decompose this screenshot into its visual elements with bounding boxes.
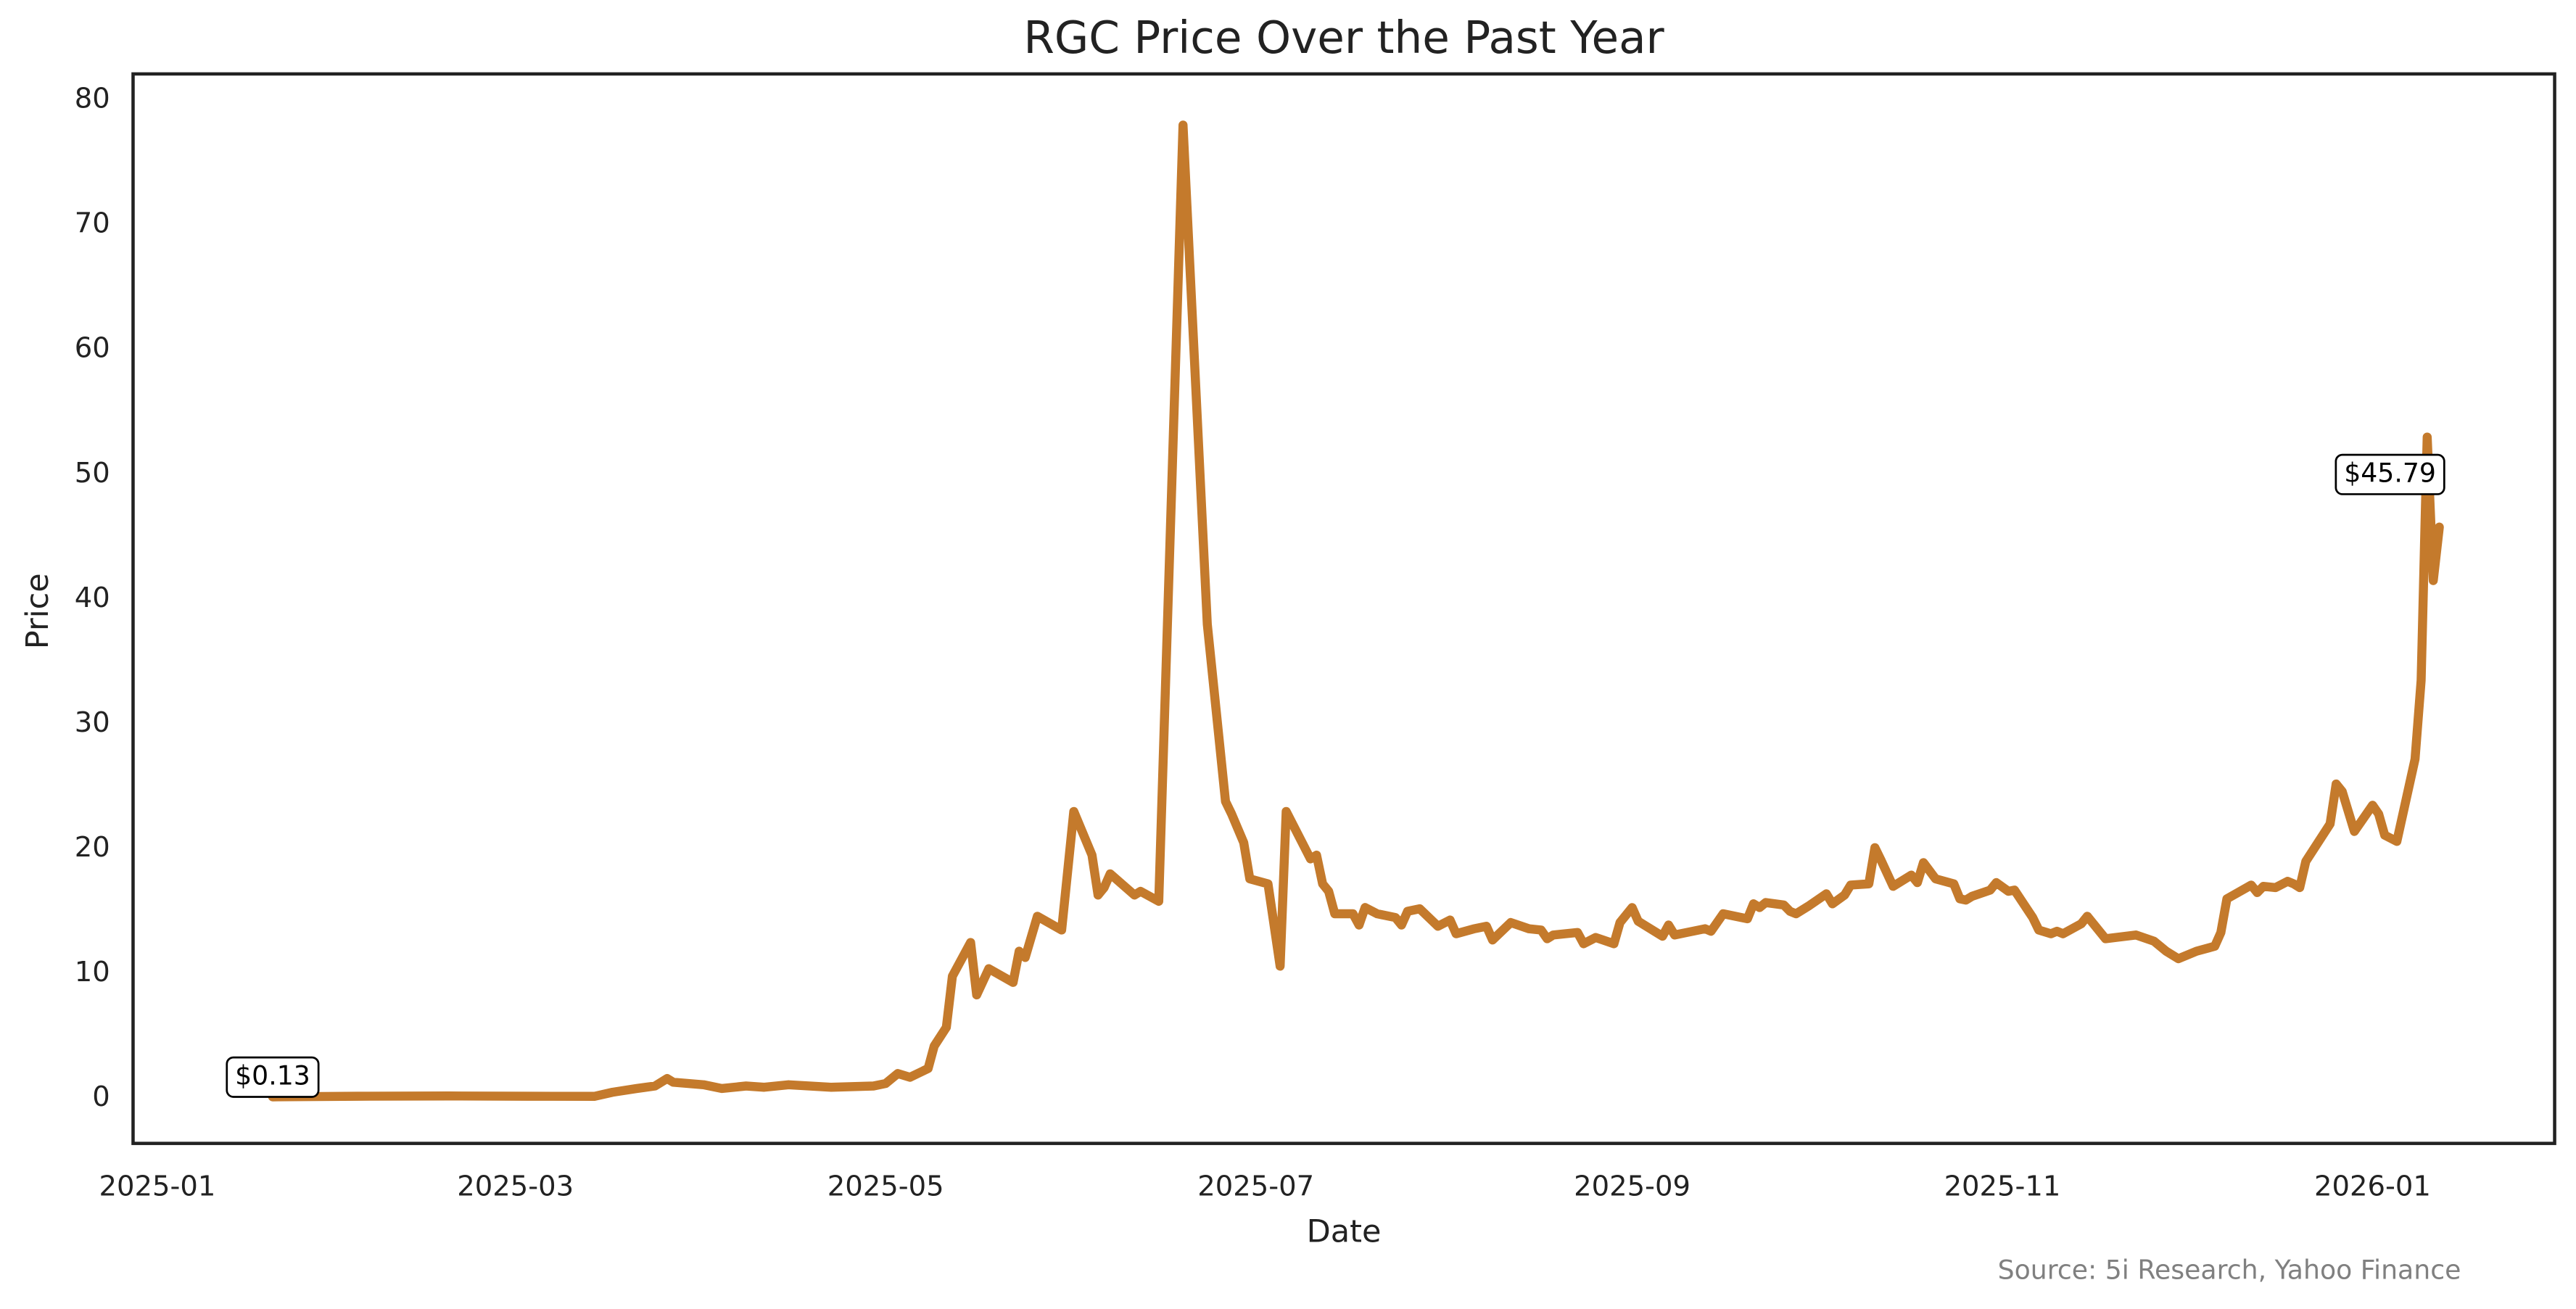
chart-title: RGC Price Over the Past Year	[1023, 12, 1664, 64]
price-line	[268, 120, 2444, 1102]
plot-frame	[131, 72, 2556, 1145]
x-tick-label: 2025-05	[827, 1170, 944, 1202]
x-tick-label: 2025-09	[1574, 1170, 1690, 1202]
x-tick-label: 2025-07	[1197, 1170, 1314, 1202]
y-tick-label: 0	[92, 1081, 110, 1113]
annotation-label: $45.79	[2344, 457, 2436, 488]
x-axis-label: Date	[1307, 1214, 1382, 1250]
source-note: Source: 5i Research, Yahoo Finance	[1998, 1254, 2461, 1285]
y-tick-label: 80	[75, 83, 110, 115]
x-tick-label: 2025-11	[1944, 1170, 2061, 1202]
annotation-label: $0.13	[235, 1060, 310, 1091]
annotation-box	[2334, 453, 2445, 495]
y-axis-label: Price	[20, 573, 56, 649]
annotation: $0.13	[226, 1056, 320, 1098]
y-tick-label: 30	[75, 706, 110, 739]
y-tick-label: 60	[75, 332, 110, 365]
annotation-box	[226, 1056, 320, 1098]
y-tick-label: 70	[75, 207, 110, 240]
y-tick-label: 40	[75, 582, 110, 614]
x-tick-label: 2025-01	[99, 1170, 216, 1202]
y-tick-label: 20	[75, 831, 110, 864]
annotation: $45.79	[2334, 453, 2445, 495]
y-tick-label: 10	[75, 956, 110, 988]
x-tick-label: 2025-03	[457, 1170, 574, 1202]
x-tick-label: 2026-01	[2314, 1170, 2431, 1202]
y-tick-label: 50	[75, 457, 110, 490]
